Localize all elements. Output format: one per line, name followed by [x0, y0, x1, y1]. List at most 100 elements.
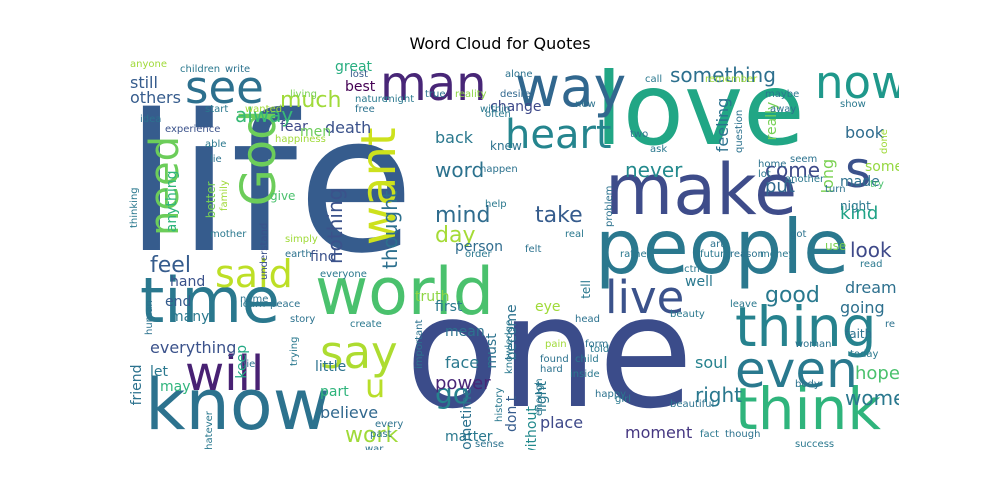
- cloud-word: others: [130, 88, 181, 107]
- cloud-word: never: [625, 158, 683, 182]
- cloud-word: lot: [758, 169, 771, 180]
- cloud-word: maybe: [765, 89, 800, 100]
- cloud-word: mother: [210, 229, 247, 240]
- cloud-word: question: [734, 109, 745, 153]
- cloud-word: better: [204, 181, 218, 219]
- cloud-word: future: [700, 249, 731, 260]
- cloud-word: able: [205, 139, 227, 150]
- cloud-word: day: [435, 223, 476, 248]
- cloud-word: simply: [285, 234, 318, 245]
- cloud-word: may: [160, 379, 191, 395]
- cloud-word: dream: [845, 278, 897, 297]
- cloud-word: well: [685, 274, 713, 290]
- cloud-word: name: [240, 294, 269, 305]
- cloud-word: start: [205, 104, 229, 115]
- cloud-word: faith: [845, 327, 873, 341]
- cloud-word: leave: [730, 299, 758, 310]
- cloud-word: body: [795, 379, 820, 390]
- cloud-word: lost: [350, 69, 369, 80]
- cloud-word: fact: [700, 429, 720, 440]
- cloud-word: moment: [625, 423, 693, 442]
- cloud-word: away: [770, 104, 797, 115]
- cloud-word: mean: [445, 324, 485, 340]
- cloud-word: read: [860, 259, 883, 270]
- cloud-word: see: [185, 61, 264, 114]
- cloud-word: person: [455, 239, 503, 255]
- cloud-word: story: [290, 314, 316, 325]
- cloud-word: trying: [289, 336, 300, 366]
- cloud-word: matter: [445, 429, 493, 445]
- cloud-word: time: [140, 264, 281, 337]
- cloud-word: ask: [650, 144, 668, 155]
- cloud-word: hand: [170, 274, 206, 290]
- cloud-word: sense: [475, 439, 505, 450]
- cloud-word: women: [845, 386, 899, 410]
- cloud-word: let: [150, 364, 168, 380]
- cloud-word: u: [365, 367, 386, 405]
- cloud-word: face: [445, 353, 480, 372]
- cloud-word: child: [575, 354, 599, 365]
- cloud-word: best: [345, 79, 376, 95]
- cloud-word: found: [540, 354, 569, 365]
- cloud-word: true: [425, 89, 446, 100]
- cloud-word: mind: [435, 203, 491, 228]
- cloud-word: money: [760, 249, 795, 260]
- cloud-word: peace: [270, 299, 301, 310]
- cloud-word: enough: [534, 378, 545, 416]
- cloud-word: truth: [415, 289, 450, 305]
- cloud-word: go: [435, 377, 470, 410]
- cloud-word: people: [595, 203, 850, 291]
- cloud-word: seem: [790, 154, 818, 165]
- cloud-word: come: [765, 158, 821, 182]
- cloud-word: believe: [320, 403, 379, 422]
- cloud-word: something: [670, 63, 776, 87]
- cloud-word: look: [850, 238, 892, 262]
- cloud-word: change: [490, 99, 542, 115]
- cloud-word: done: [879, 129, 890, 154]
- cloud-word: past: [370, 429, 392, 440]
- cloud-word: actm: [678, 264, 704, 275]
- cloud-word: word: [435, 158, 485, 182]
- cloud-word: today: [850, 349, 879, 360]
- cloud-word: take: [535, 203, 583, 228]
- cloud-word: rather: [620, 249, 651, 260]
- cloud-word: great: [335, 60, 373, 75]
- cloud-word: put: [765, 176, 795, 197]
- cloud-word: though: [725, 429, 761, 440]
- cloud-word: two: [630, 129, 649, 140]
- cloud-word: free: [355, 104, 375, 115]
- cloud-word: success: [795, 439, 835, 450]
- cloud-word: lie: [210, 154, 222, 165]
- cloud-word: family: [219, 180, 230, 211]
- cloud-word: understand: [259, 222, 270, 280]
- word-cloud: life one love people know world time make way thi…: [125, 60, 899, 450]
- cloud-word: often: [485, 109, 511, 120]
- cloud-word: whatever: [204, 411, 215, 450]
- cloud-word: say: [320, 326, 398, 379]
- cloud-word: kind: [840, 203, 879, 224]
- cloud-word: thing: [735, 295, 877, 359]
- cloud-word: much: [280, 88, 342, 113]
- cloud-word: night: [840, 199, 871, 213]
- cloud-word: problem: [604, 185, 615, 227]
- cloud-word: told: [590, 344, 610, 355]
- cloud-word: must: [484, 333, 500, 369]
- cloud-word: real: [565, 229, 584, 240]
- cloud-word: art: [710, 239, 725, 250]
- cloud-word: help: [485, 199, 507, 210]
- cloud-word: end: [165, 294, 192, 310]
- cloud-word: human: [144, 300, 155, 335]
- cloud-word: war: [365, 444, 384, 451]
- cloud-word: place: [540, 413, 584, 432]
- cloud-word: form: [585, 339, 609, 350]
- cloud-word: everything: [150, 338, 237, 357]
- cloud-word: know: [145, 364, 330, 446]
- cloud-word: tell: [579, 280, 593, 299]
- cloud-word: learn: [240, 299, 266, 310]
- cloud-word: home: [758, 159, 787, 170]
- cloud-word: happy: [595, 389, 627, 400]
- cloud-word: anyone: [130, 60, 167, 70]
- cloud-word: head: [575, 314, 600, 325]
- cloud-word: s: [845, 141, 872, 199]
- cloud-word: give: [270, 189, 296, 203]
